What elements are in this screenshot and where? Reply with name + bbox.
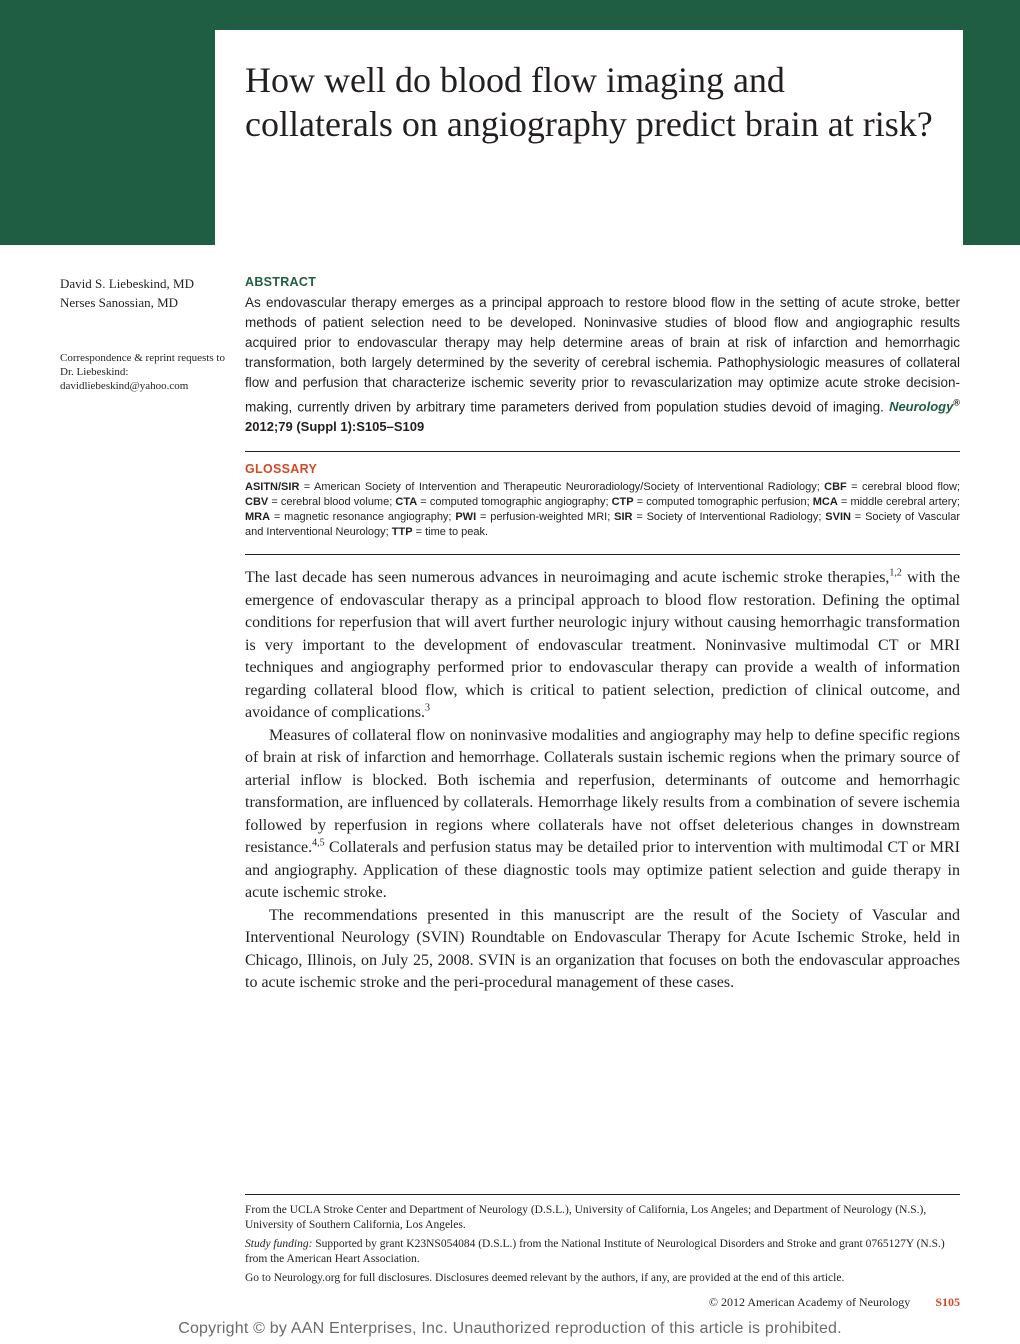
header-green-right (963, 0, 1020, 245)
funding-label: Study funding: (245, 1238, 312, 1250)
two-column-row: David S. Liebeskind, MD Nerses Sanossian… (60, 275, 960, 995)
sidebar: David S. Liebeskind, MD Nerses Sanossian… (60, 275, 230, 995)
abstract-heading: ABSTRACT (245, 275, 960, 289)
footer-disclosure: Go to Neurology.org for full disclosures… (245, 1271, 960, 1286)
glossary-def: = perfusion-weighted MRI; (476, 511, 614, 523)
page-number: S105 (935, 1295, 960, 1309)
copyright-text: © 2012 American Academy of Neurology (709, 1295, 910, 1309)
correspondence-block: Correspondence & reprint requests to Dr.… (60, 351, 230, 393)
body-paragraph-3: The recommendations presented in this ma… (245, 905, 960, 995)
glossary-def: = magnetic resonance angiography; (270, 511, 455, 523)
glossary-def: = middle cerebral artery; (838, 496, 960, 508)
glossary-def: = cerebral blood flow; (847, 481, 960, 493)
title-box: How well do blood flow imaging and colla… (215, 30, 963, 245)
glossary-abbr: SVIN (825, 511, 851, 523)
p1-ref-2: 3 (425, 703, 430, 714)
author-2: Nerses Sanossian, MD (60, 294, 230, 311)
p2-ref-1: 4,5 (312, 838, 325, 849)
glossary-abbr: ASITN/SIR (245, 481, 299, 493)
glossary-abbr: CTA (395, 496, 417, 508)
citation-rest: 2012;79 (Suppl 1):S105–S109 (245, 419, 424, 434)
content-area: David S. Liebeskind, MD Nerses Sanossian… (60, 275, 960, 995)
glossary-abbr: CTP (612, 496, 634, 508)
glossary-abbr: CBF (824, 481, 847, 493)
p1-b: with the emergence of endovascular thera… (245, 569, 960, 721)
glossary-text: ASITN/SIR = American Society of Interven… (245, 480, 960, 540)
glossary-abbr: MRA (245, 511, 270, 523)
glossary-abbr: SIR (614, 511, 632, 523)
glossary-def: = time to peak. (413, 526, 489, 538)
p2-b: Collaterals and perfusion status may be … (245, 839, 960, 901)
glossary-def: = computed tomographic angiography; (417, 496, 611, 508)
glossary-abbr: TTP (392, 526, 413, 538)
copyright-line: © 2012 American Academy of Neurology S10… (0, 1295, 1020, 1310)
watermark-prohibited: Copyright © by AAN Enterprises, Inc. Una… (0, 1320, 1020, 1338)
citation-journal: Neurology (889, 399, 953, 414)
body-paragraph-2: Measures of collateral flow on noninvasi… (245, 725, 960, 905)
correspondence-email: davidliebeskind@yahoo.com (60, 379, 230, 393)
glossary-def: = cerebral blood volume; (268, 496, 395, 508)
abstract-text: As endovascular therapy emerges as a pri… (245, 293, 960, 437)
correspondence-label: Correspondence & reprint requests to Dr.… (60, 351, 230, 379)
glossary-def: = American Society of Intervention and T… (299, 481, 824, 493)
p1-ref-1: 1,2 (889, 568, 902, 579)
glossary-abbr: MCA (813, 496, 838, 508)
footer-funding: Study funding: Supported by grant K23NS0… (245, 1237, 960, 1267)
divider-2 (245, 554, 960, 555)
glossary-def: = Society of Interventional Radiology; (632, 511, 825, 523)
funding-text: Supported by grant K23NS054084 (D.S.L.) … (245, 1238, 945, 1265)
author-1: David S. Liebeskind, MD (60, 275, 230, 292)
glossary-def: = computed tomographic perfusion; (634, 496, 813, 508)
main-column: ABSTRACT As endovascular therapy emerges… (230, 275, 960, 995)
glossary-heading: GLOSSARY (245, 462, 960, 476)
glossary-abbr: CBV (245, 496, 268, 508)
article-title: How well do blood flow imaging and colla… (245, 58, 933, 146)
body-text: The last decade has seen numerous advanc… (245, 567, 960, 995)
header-green-left (0, 0, 215, 245)
abstract-body: As endovascular therapy emerges as a pri… (245, 295, 960, 414)
glossary-abbr: PWI (455, 511, 476, 523)
p2-a: Measures of collateral flow on noninvasi… (245, 727, 960, 857)
registered-mark: ® (953, 398, 960, 408)
p1-a: The last decade has seen numerous advanc… (245, 569, 889, 586)
footer: From the UCLA Stroke Center and Departme… (245, 1194, 960, 1290)
body-paragraph-1: The last decade has seen numerous advanc… (245, 567, 960, 725)
divider-1 (245, 451, 960, 452)
footer-affiliation: From the UCLA Stroke Center and Departme… (245, 1203, 960, 1233)
